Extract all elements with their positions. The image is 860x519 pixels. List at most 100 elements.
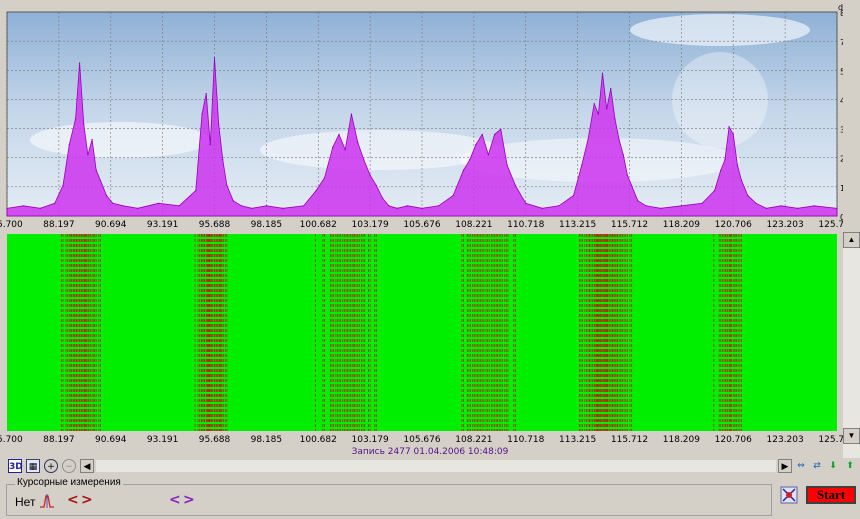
waterfall-x-tick-label: 120.706 [715, 435, 752, 445]
scroll-right-button[interactable]: ▶ [778, 459, 792, 473]
waterfall-x-tick-label: 88.197 [43, 435, 75, 445]
waterfall-x-tick-label: 123.203 [767, 435, 804, 445]
spectrum-scrollbar[interactable] [843, 0, 860, 230]
data-point [251, 207, 253, 209]
mode-3d-button[interactable]: 3D [8, 459, 23, 473]
shrink-horizontal-icon[interactable]: ⇄ [813, 461, 821, 471]
data-point [332, 146, 334, 148]
cursor-next-red-icon[interactable]: > [81, 492, 93, 508]
waterfall-x-tick-label: 90.694 [95, 435, 127, 445]
waterfall-x-tick-label: 105.676 [403, 435, 440, 445]
y-tick-label: 0 [840, 213, 845, 222]
data-point [813, 205, 815, 207]
cursor-measurements-panel: Курсорные измерения Нет < > < > [6, 477, 772, 516]
data-point [587, 138, 589, 141]
data-point [740, 179, 743, 181]
start-button-label: Start [816, 487, 846, 502]
settings-tool-icon[interactable] [778, 484, 800, 506]
waterfall-x-tick-label: 115.712 [611, 435, 648, 445]
data-point [209, 144, 211, 146]
data-point [87, 154, 89, 156]
data-point [74, 118, 77, 120]
data-point [106, 195, 108, 197]
data-point [315, 189, 317, 192]
data-point [525, 202, 527, 204]
arrow-down-icon[interactable]: ⬇ [829, 461, 837, 471]
data-point [631, 184, 633, 186]
spectrum-chart: 85.700 88.197 90.694 93.191 95.688 98.185 100.… [0, 3, 860, 230]
waterfall-background [7, 234, 837, 431]
waterfall-vscroll[interactable]: ▲ ▼ [843, 232, 860, 458]
x-tick-label: 110.718 [507, 220, 544, 230]
zoom-in-icon[interactable]: + [44, 459, 58, 473]
data-point [626, 174, 629, 176]
data-point [54, 202, 56, 204]
data-point [506, 164, 508, 166]
data-point [732, 133, 734, 135]
waterfall-x-tick-label: 100.682 [300, 435, 337, 445]
data-point [122, 205, 124, 207]
zoom-out-icon[interactable]: − [62, 459, 76, 473]
x-tick-label: 100.682 [300, 220, 337, 230]
data-point [680, 205, 683, 207]
waterfall-x-tick-label: 95.688 [199, 435, 231, 445]
chart-settings-icon[interactable]: ▦ [26, 459, 40, 473]
data-point [39, 207, 41, 209]
data-point [265, 205, 267, 207]
data-point [452, 195, 454, 197]
peak-marker-icon[interactable] [39, 493, 55, 509]
x-tick-label: 118.209 [663, 220, 700, 230]
data-point [137, 207, 139, 209]
arrow-up-icon[interactable]: ⬆ [846, 461, 854, 471]
cursor-prev-red-icon[interactable]: < [67, 492, 79, 508]
x-tick-label: 123.203 [767, 220, 804, 230]
data-point [618, 138, 620, 141]
data-point [645, 205, 647, 207]
data-point [357, 141, 359, 143]
data-point [637, 200, 639, 202]
expand-horizontal-icon[interactable]: ⇔ [797, 461, 805, 471]
data-point [597, 113, 600, 115]
x-tick-label: 90.694 [95, 220, 127, 230]
data-point [363, 159, 365, 161]
data-point [581, 164, 583, 166]
data-point [500, 128, 502, 130]
cursor-next-purple-icon[interactable]: > [183, 492, 195, 508]
data-point [344, 149, 346, 151]
data-point [23, 205, 25, 207]
data-point [396, 207, 398, 209]
horizontal-scrollbar[interactable] [96, 460, 776, 472]
data-point [205, 93, 207, 95]
data-point [226, 184, 228, 186]
data-point [836, 207, 838, 209]
data-point [232, 200, 234, 202]
bottom-toolbar: 3D ▦ + − ◀ ▶ ⇔ ⇄ ⬇ ⬆ [0, 458, 860, 475]
data-point [382, 197, 384, 199]
data-point [62, 184, 64, 186]
data-point [469, 159, 471, 161]
data-point [462, 169, 465, 171]
cursor-prev-purple-icon[interactable]: < [169, 492, 181, 508]
waterfall-x-tick-label: 118.209 [663, 435, 700, 445]
x-tick-label: 120.706 [715, 220, 752, 230]
data-point [213, 57, 216, 59]
x-tick-label: 115.712 [611, 220, 648, 230]
x-tick-label: 93.191 [147, 220, 179, 230]
waterfall-chart: 85.700 88.197 90.694 93.191 95.688 98.185 100.… [0, 234, 856, 457]
waterfall-x-tick-label: 93.191 [147, 435, 179, 445]
scroll-down-button[interactable]: ▼ [843, 428, 860, 444]
waterfall-ticks: 85.700 88.197 90.694 93.191 95.688 98.185 100.… [0, 435, 856, 445]
data-point [720, 169, 722, 171]
scroll-up-button[interactable]: ▲ [843, 232, 860, 248]
data-point [494, 133, 496, 135]
x-tick-label: 98.185 [251, 220, 283, 230]
data-point [572, 195, 575, 197]
start-button[interactable]: Start [806, 486, 856, 504]
x-tick-label: 125.700 [818, 220, 855, 230]
data-point [6, 207, 8, 209]
data-point [201, 113, 203, 115]
data-point [421, 207, 423, 209]
scroll-left-button[interactable]: ◀ [80, 459, 94, 473]
data-point [481, 133, 483, 135]
data-point [79, 62, 81, 64]
